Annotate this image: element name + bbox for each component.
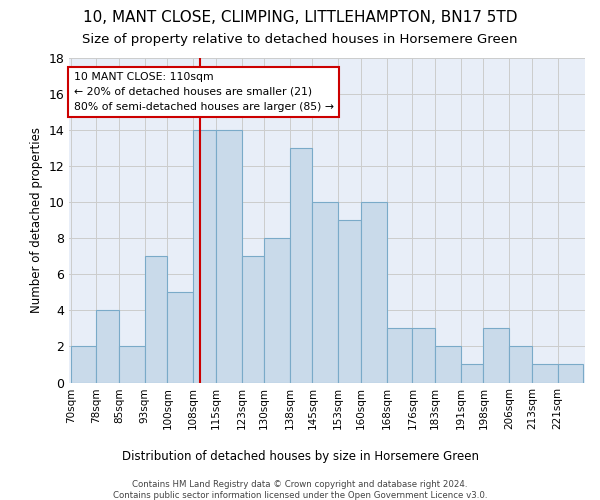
Bar — [412, 328, 435, 382]
Bar — [264, 238, 290, 382]
Bar — [167, 292, 193, 382]
Bar — [509, 346, 532, 382]
Bar — [386, 328, 412, 382]
Bar — [361, 202, 386, 382]
Text: Contains HM Land Registry data © Crown copyright and database right 2024.: Contains HM Land Registry data © Crown c… — [132, 480, 468, 489]
Bar — [119, 346, 145, 382]
Text: Contains public sector information licensed under the Open Government Licence v3: Contains public sector information licen… — [113, 491, 487, 500]
Text: 10, MANT CLOSE, CLIMPING, LITTLEHAMPTON, BN17 5TD: 10, MANT CLOSE, CLIMPING, LITTLEHAMPTON,… — [83, 10, 517, 25]
Bar — [484, 328, 509, 382]
Bar — [290, 148, 313, 382]
Bar — [71, 346, 97, 382]
Bar — [557, 364, 583, 382]
Bar — [461, 364, 484, 382]
Bar — [193, 130, 216, 382]
Bar — [145, 256, 167, 382]
Bar — [313, 202, 338, 382]
Bar — [435, 346, 461, 382]
Bar — [532, 364, 557, 382]
Bar — [338, 220, 361, 382]
Text: 10 MANT CLOSE: 110sqm
← 20% of detached houses are smaller (21)
80% of semi-deta: 10 MANT CLOSE: 110sqm ← 20% of detached … — [74, 72, 334, 112]
Y-axis label: Number of detached properties: Number of detached properties — [30, 127, 43, 313]
Bar — [242, 256, 264, 382]
Bar — [216, 130, 242, 382]
Text: Distribution of detached houses by size in Horsemere Green: Distribution of detached houses by size … — [121, 450, 479, 463]
Text: Size of property relative to detached houses in Horsemere Green: Size of property relative to detached ho… — [82, 32, 518, 46]
Bar — [97, 310, 119, 382]
